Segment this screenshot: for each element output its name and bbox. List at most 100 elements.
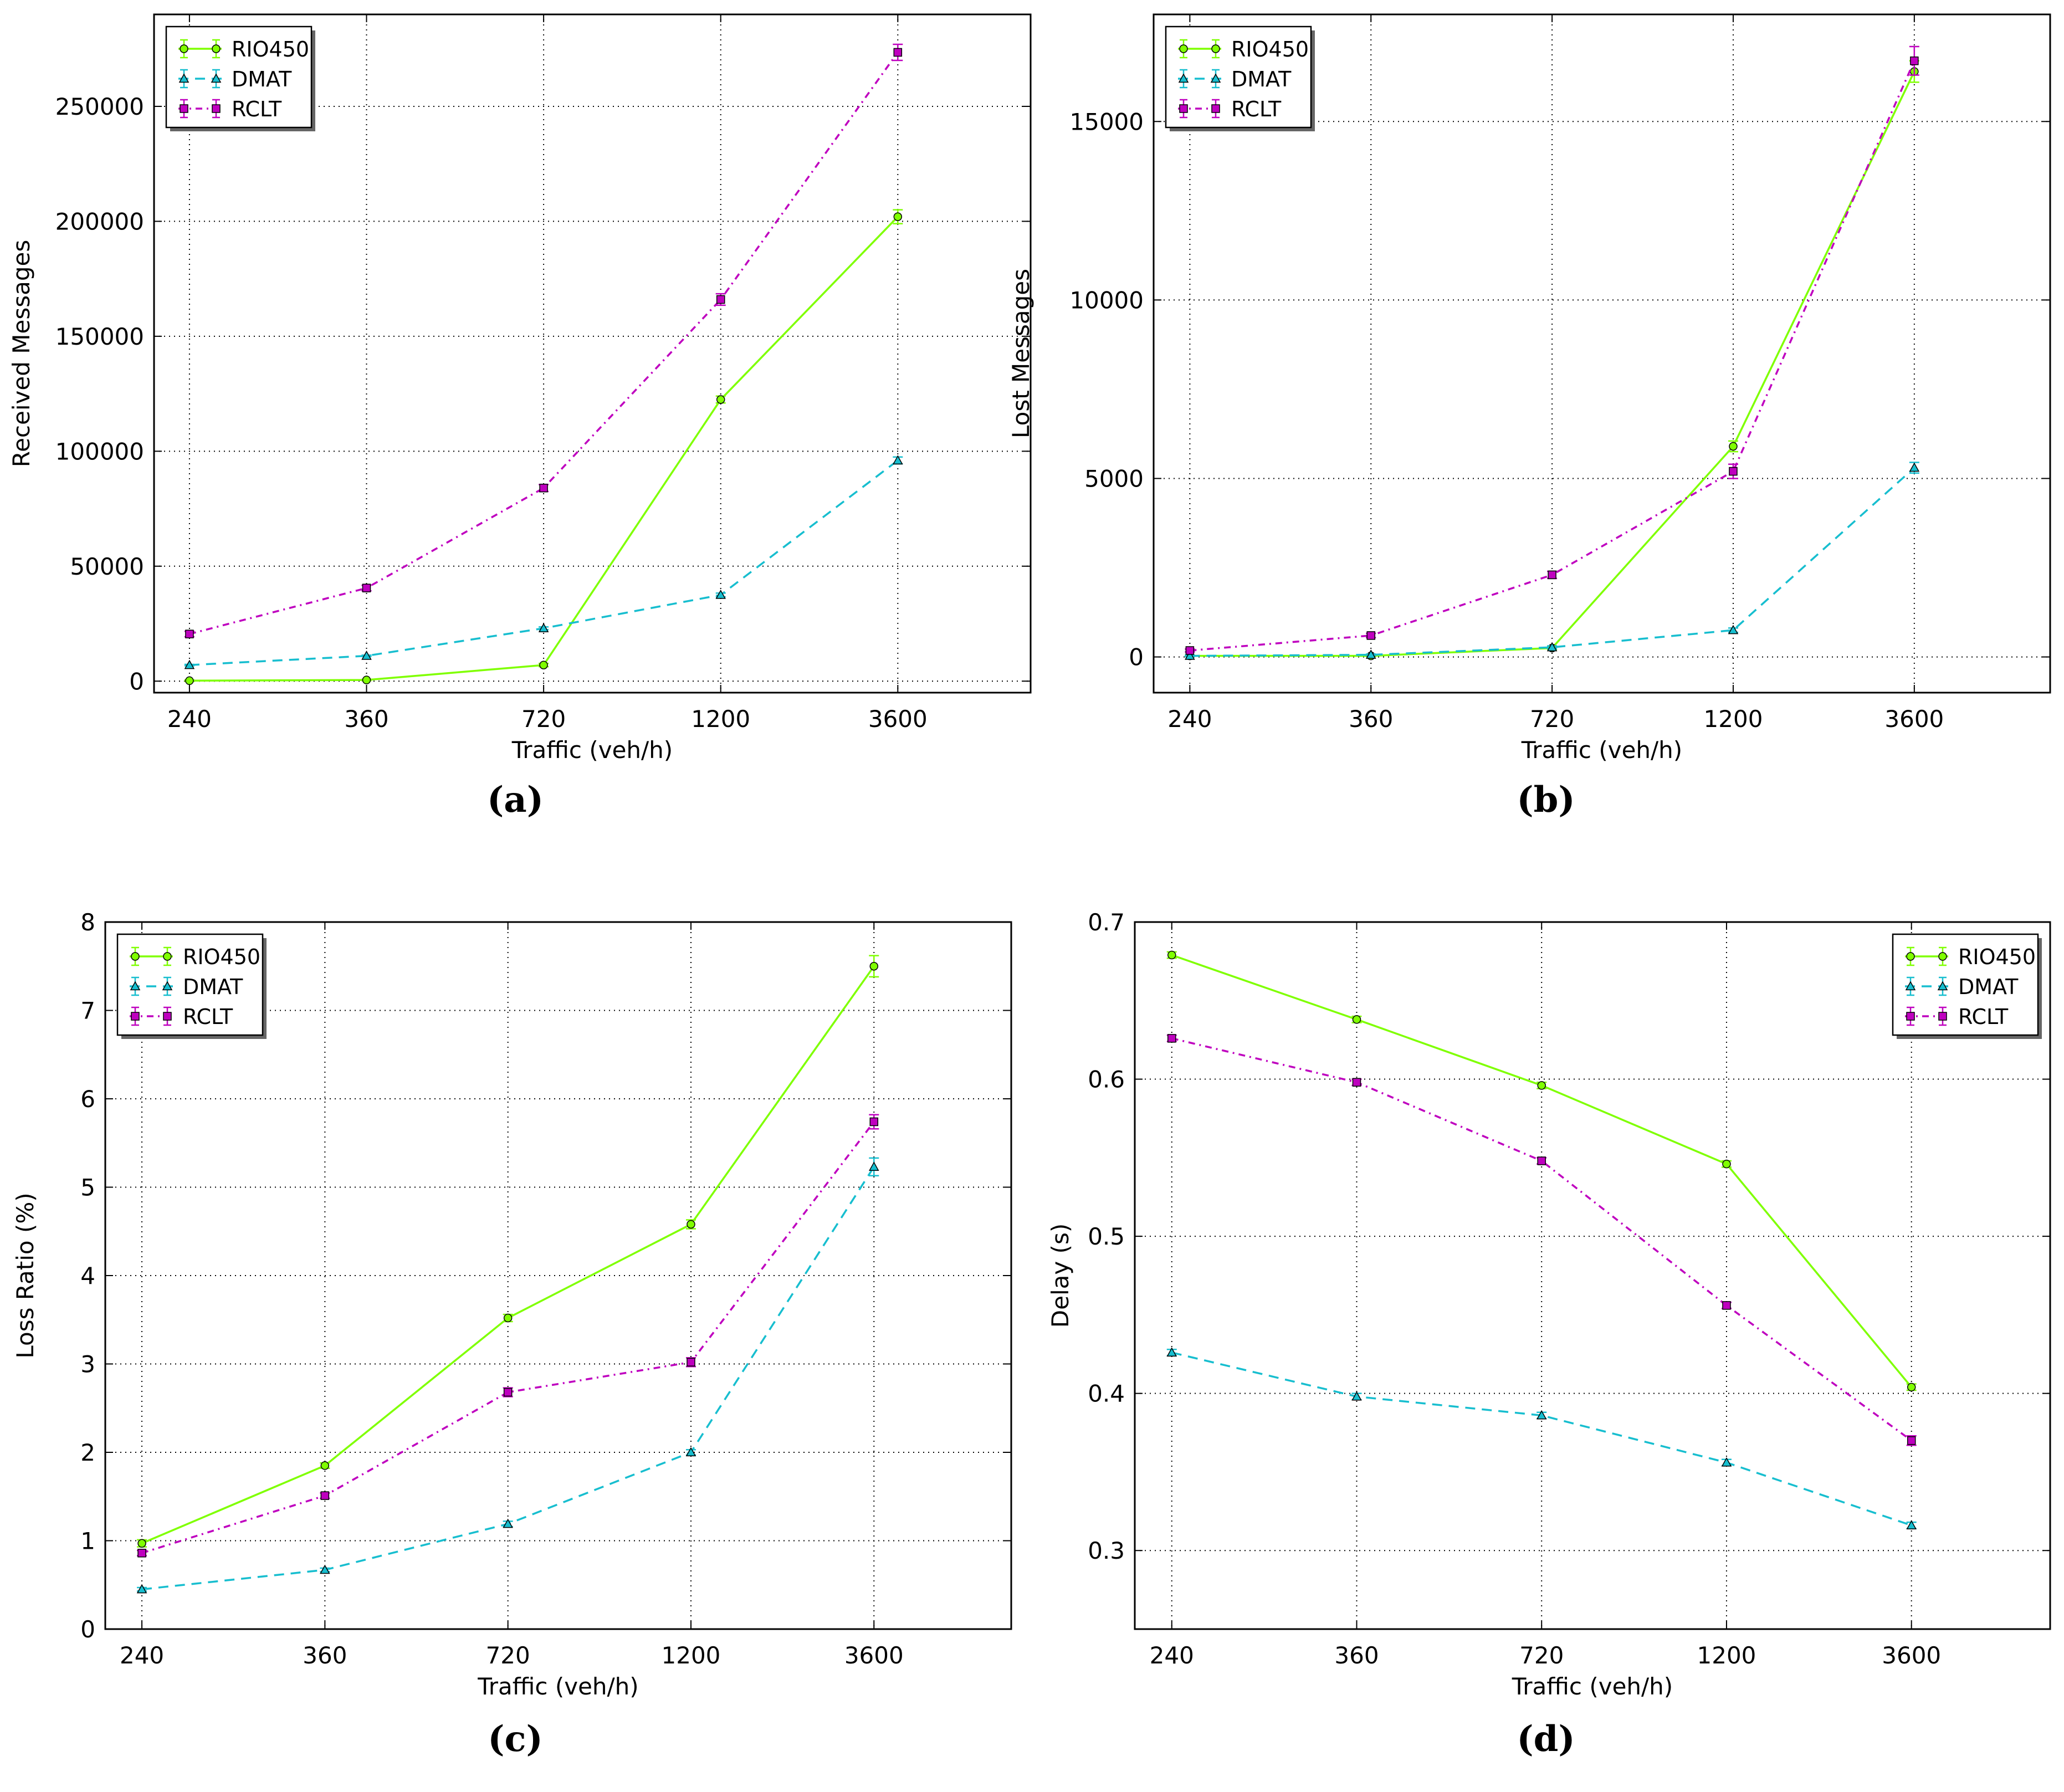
data-point-dmat (893, 455, 903, 465)
data-point-rclt (869, 1117, 879, 1127)
legend-marker-rclt (180, 104, 188, 113)
legend: RIO450 DMAT RCLT (116, 933, 267, 1039)
y-tick-label: 150000 (55, 323, 144, 350)
data-point-rclt (1907, 1436, 1916, 1445)
y-tick-label: 0.6 (1088, 1066, 1125, 1093)
data-point-rio450 (1537, 1081, 1546, 1090)
x-tick-label: 3600 (844, 1642, 904, 1669)
x-tick-label: 240 (167, 705, 212, 733)
legend-marker-rclt (1938, 1012, 1947, 1021)
series-line-dmat (1190, 467, 1916, 657)
legend-label-rio450: RIO450 (1958, 945, 2036, 969)
y-tick-label: 10000 (1069, 286, 1144, 314)
data-point-rclt (185, 629, 194, 638)
y-tick-label: 0 (80, 1616, 95, 1643)
legend-marker-dmat (1905, 981, 1916, 991)
y-tick-label: 4 (80, 1262, 95, 1289)
legend-marker-rclt (1211, 104, 1220, 113)
y-tick-label: 250000 (55, 93, 144, 120)
x-tick-label: 3600 (1884, 705, 1944, 733)
legend-marker-rio450 (180, 44, 188, 53)
x-tick-label: 1200 (1697, 1642, 1756, 1669)
panel-caption: (b) (1517, 779, 1575, 821)
chart-panel-c: 240 360 720 1200 3600 0 1 2 3 4 5 6 7 8 Traffic (veh/h… (12, 909, 1012, 1760)
legend: RIO450 DMAT RCLT (1165, 25, 1315, 131)
x-tick-label: 360 (1349, 705, 1393, 733)
data-point-dmat (538, 623, 549, 632)
plot-frame (1153, 13, 2051, 694)
legend-label-dmat: DMAT (183, 975, 243, 999)
x-tick-label: 1200 (691, 705, 750, 733)
x-axis-label: Traffic (veh/h) (1512, 1673, 1673, 1700)
legend-marker-rio450 (212, 44, 221, 53)
plot-background (1135, 922, 2050, 1629)
x-tick-label: 360 (344, 705, 388, 733)
x-tick-label: 240 (120, 1642, 164, 1669)
legend-label-rio450: RIO450 (232, 37, 309, 62)
series-line-rclt (1171, 1037, 1912, 1442)
y-tick-label: 6 (80, 1086, 95, 1113)
legend-marker-rclt (163, 1012, 172, 1021)
y-axis-label: Received Messages (8, 240, 35, 467)
data-point-rclt (1722, 1301, 1731, 1310)
data-point-rio450 (716, 395, 725, 404)
data-point-rclt (1729, 467, 1738, 476)
legend: RIO450 DMAT RCLT (1892, 933, 2042, 1039)
legend-label-rclt: RCLT (232, 97, 282, 121)
legend-label-dmat: DMAT (232, 67, 292, 91)
x-tick-label: 1200 (1704, 705, 1763, 733)
legend-marker-dmat (130, 981, 141, 991)
plot-frame (1134, 921, 2051, 1630)
data-point-rclt (137, 1549, 146, 1558)
legend-marker-rclt (1906, 1012, 1915, 1021)
data-point-dmat (320, 1564, 330, 1574)
data-point-rio450 (893, 212, 903, 221)
legend-label-dmat: DMAT (1231, 67, 1292, 91)
y-tick-label: 3 (80, 1351, 95, 1378)
data-point-dmat (1909, 462, 1920, 472)
legend-marker-rio450 (131, 952, 140, 961)
y-tick-label: 7 (80, 997, 95, 1025)
plot-background (105, 922, 1011, 1629)
y-tick-label: 100000 (55, 438, 144, 465)
data-point-rio450 (1167, 950, 1176, 960)
data-point-rio450 (869, 962, 879, 971)
x-tick-label: 3600 (1882, 1642, 1941, 1669)
x-tick-label: 3600 (868, 705, 928, 733)
y-axis-label: Loss Ratio (%) (12, 1192, 39, 1358)
legend-marker-dmat (1178, 73, 1189, 83)
legend-label-rclt: RCLT (1958, 1005, 2009, 1029)
data-point-dmat (685, 1447, 696, 1457)
y-tick-label: 2 (80, 1439, 95, 1466)
legend-marker-dmat (178, 73, 190, 83)
x-tick-label: 360 (303, 1642, 347, 1669)
legend-box (116, 933, 264, 1036)
legend-marker-dmat (162, 981, 173, 991)
y-tick-label: 0.3 (1088, 1537, 1125, 1564)
chart-panel-b: 240 360 720 1200 3600 0 5000 10000 15000 Traffic … (1007, 13, 2051, 821)
x-tick-label: 1200 (662, 1642, 721, 1669)
y-tick-label: 1 (80, 1528, 95, 1555)
y-tick-label: 50000 (70, 553, 144, 580)
data-point-dmat (1728, 624, 1739, 634)
legend-marker-rclt (212, 104, 221, 113)
y-axis-label: Delay (s) (1047, 1223, 1074, 1328)
data-point-rclt (1366, 631, 1375, 640)
data-point-dmat (1906, 1520, 1917, 1530)
data-point-rio450 (1907, 1383, 1916, 1392)
data-point-rio450 (539, 661, 548, 669)
data-point-rio450 (1352, 1015, 1361, 1024)
y-tick-label: 0.4 (1088, 1380, 1125, 1407)
panel-caption: (a) (487, 779, 544, 821)
legend-label-rio450: RIO450 (1231, 37, 1309, 62)
data-point-dmat (868, 1161, 879, 1171)
data-point-rclt (503, 1387, 513, 1397)
data-point-rio450 (503, 1313, 513, 1323)
y-tick-label: 200000 (55, 208, 144, 235)
x-tick-label: 360 (1334, 1642, 1379, 1669)
data-point-rclt (1548, 570, 1556, 580)
legend-marker-dmat (211, 73, 222, 83)
series-line-rclt (141, 1121, 875, 1554)
x-tick-label: 720 (521, 705, 566, 733)
